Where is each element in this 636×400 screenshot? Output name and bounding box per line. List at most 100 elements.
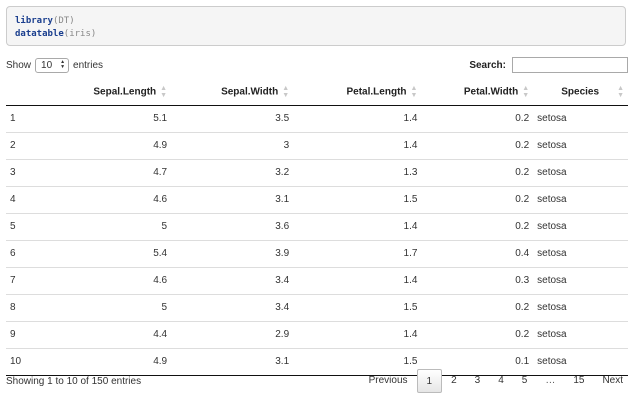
cell-petal-width: 0.2 bbox=[421, 159, 534, 187]
table-row[interactable]: 2 4.9 3 1.4 0.2 setosa bbox=[6, 132, 628, 160]
search-input[interactable] bbox=[512, 57, 628, 73]
cell-rownum: 9 bbox=[6, 321, 58, 349]
cell-petal-width: 0.3 bbox=[421, 267, 534, 295]
sort-icon: ▲ ▼ bbox=[282, 85, 290, 100]
cell-species: setosa bbox=[533, 186, 628, 214]
cell-sepal-width: 3.2 bbox=[171, 159, 294, 187]
cell-rownum: 10 bbox=[6, 348, 58, 376]
cell-sepal-length: 5 bbox=[57, 294, 172, 322]
cell-sepal-width: 3.4 bbox=[171, 267, 294, 295]
table-row[interactable]: 5 5 3.6 1.4 0.2 setosa bbox=[6, 213, 628, 241]
column-header-petal-length[interactable]: Petal.Length ▲ ▼ bbox=[293, 80, 422, 106]
previous-button[interactable]: Previous bbox=[368, 375, 408, 386]
cell-sepal-length: 5.1 bbox=[57, 105, 172, 133]
cell-sepal-length: 5.4 bbox=[57, 240, 172, 268]
entries-label: entries bbox=[73, 59, 104, 71]
next-button[interactable]: Next bbox=[602, 375, 623, 386]
table-row[interactable]: 9 4.4 2.9 1.4 0.2 setosa bbox=[6, 321, 628, 349]
column-header-species[interactable]: Species ▲ ▼ bbox=[533, 80, 628, 106]
table-row[interactable]: 7 4.6 3.4 1.4 0.3 setosa bbox=[6, 267, 628, 295]
table-info: Showing 1 to 10 of 150 entries bbox=[6, 376, 142, 387]
cell-sepal-length: 5 bbox=[57, 213, 172, 241]
select-stepper-icon: ▲ ▼ bbox=[60, 59, 66, 70]
cell-petal-length: 1.4 bbox=[293, 105, 422, 133]
page-length-value: 10 bbox=[41, 59, 53, 71]
cell-species: setosa bbox=[533, 105, 628, 133]
show-label: Show bbox=[6, 59, 32, 71]
cell-rownum: 6 bbox=[6, 240, 58, 268]
cell-petal-width: 0.2 bbox=[421, 294, 534, 322]
column-header-petal-width[interactable]: Petal.Width ▲ ▼ bbox=[421, 80, 534, 106]
table-row[interactable]: 10 4.9 3.1 1.5 0.1 setosa bbox=[6, 348, 628, 376]
cell-petal-length: 1.5 bbox=[293, 348, 422, 376]
page-ellipsis: … bbox=[545, 375, 556, 386]
page-buttons: 1 2 3 4 5 … 15 bbox=[416, 369, 594, 393]
cell-sepal-width: 3.1 bbox=[171, 348, 294, 376]
cell-rownum: 4 bbox=[6, 186, 58, 214]
table-row[interactable]: 3 4.7 3.2 1.3 0.2 setosa bbox=[6, 159, 628, 187]
page-button[interactable]: 5 bbox=[521, 375, 528, 386]
cell-petal-length: 1.3 bbox=[293, 159, 422, 187]
cell-species: setosa bbox=[533, 348, 628, 376]
cell-petal-length: 1.4 bbox=[293, 267, 422, 295]
column-header-label: Petal.Length bbox=[346, 86, 407, 98]
column-header-rownum bbox=[6, 80, 58, 106]
cell-sepal-width: 3.6 bbox=[171, 213, 294, 241]
cell-sepal-width: 3.9 bbox=[171, 240, 294, 268]
code-line-2: datatable(iris) bbox=[15, 28, 617, 41]
code-argument: (iris) bbox=[63, 29, 97, 39]
page-length-control: Show 10 ▲ ▼ entries bbox=[6, 56, 103, 74]
cell-rownum: 1 bbox=[6, 105, 58, 133]
cell-rownum: 2 bbox=[6, 132, 58, 160]
sort-icon: ▲ ▼ bbox=[617, 85, 624, 100]
cell-petal-width: 0.2 bbox=[421, 321, 534, 349]
cell-species: setosa bbox=[533, 267, 628, 295]
cell-sepal-length: 4.9 bbox=[57, 132, 172, 160]
cell-sepal-width: 3.5 bbox=[171, 105, 294, 133]
search-control: Search: bbox=[469, 56, 628, 74]
data-table: Sepal.Length ▲ ▼ Sepal.Width ▲ ▼ Petal.Lengt… bbox=[6, 80, 628, 376]
page-button-current[interactable]: 1 bbox=[416, 369, 443, 393]
cell-petal-length: 1.4 bbox=[293, 213, 422, 241]
cell-petal-width: 0.4 bbox=[421, 240, 534, 268]
sort-icon: ▲ ▼ bbox=[410, 85, 418, 100]
cell-rownum: 7 bbox=[6, 267, 58, 295]
page-button[interactable]: 3 bbox=[474, 375, 481, 386]
table-row[interactable]: 1 5.1 3.5 1.4 0.2 setosa bbox=[6, 105, 628, 133]
cell-rownum: 5 bbox=[6, 213, 58, 241]
cell-species: setosa bbox=[533, 294, 628, 322]
code-function: datatable bbox=[15, 29, 64, 39]
cell-species: setosa bbox=[533, 321, 628, 349]
page-button[interactable]: 2 bbox=[451, 375, 457, 386]
code-line-1: library(DT) bbox=[15, 15, 617, 28]
cell-petal-width: 0.2 bbox=[421, 186, 534, 214]
column-header-label: Species bbox=[561, 86, 600, 98]
table-body: 1 5.1 3.5 1.4 0.2 setosa 2 4.9 3 1.4 0.2 setosa 3 4.7… bbox=[6, 105, 628, 376]
cell-petal-length: 1.7 bbox=[293, 240, 422, 268]
code-block: library(DT) datatable(iris) bbox=[6, 6, 626, 46]
cell-petal-width: 0.2 bbox=[421, 132, 534, 160]
column-header-sepal-width[interactable]: Sepal.Width ▲ ▼ bbox=[171, 80, 294, 106]
page-length-select[interactable]: 10 ▲ ▼ bbox=[35, 57, 70, 73]
cell-sepal-length: 4.6 bbox=[57, 267, 172, 295]
column-header-label: Sepal.Width bbox=[221, 86, 279, 98]
cell-sepal-length: 4.4 bbox=[57, 321, 172, 349]
cell-species: setosa bbox=[533, 159, 628, 187]
cell-sepal-width: 2.9 bbox=[171, 321, 294, 349]
cell-petal-width: 0.2 bbox=[421, 213, 534, 241]
table-row[interactable]: 4 4.6 3.1 1.5 0.2 setosa bbox=[6, 186, 628, 214]
table-row[interactable]: 6 5.4 3.9 1.7 0.4 setosa bbox=[6, 240, 628, 268]
cell-petal-length: 1.4 bbox=[293, 321, 422, 349]
cell-sepal-width: 3 bbox=[171, 132, 294, 160]
search-label: Search: bbox=[469, 59, 506, 71]
table-row[interactable]: 8 5 3.4 1.5 0.2 setosa bbox=[6, 294, 628, 322]
cell-sepal-length: 4.9 bbox=[57, 348, 172, 376]
cell-sepal-length: 4.6 bbox=[57, 186, 172, 214]
cell-species: setosa bbox=[533, 213, 628, 241]
cell-rownum: 3 bbox=[6, 159, 58, 187]
page-button[interactable]: 15 bbox=[573, 375, 585, 386]
cell-sepal-width: 3.1 bbox=[171, 186, 294, 214]
page-button[interactable]: 4 bbox=[498, 375, 504, 386]
column-header-sepal-length[interactable]: Sepal.Length ▲ ▼ bbox=[57, 80, 172, 106]
cell-petal-length: 1.5 bbox=[293, 294, 422, 322]
